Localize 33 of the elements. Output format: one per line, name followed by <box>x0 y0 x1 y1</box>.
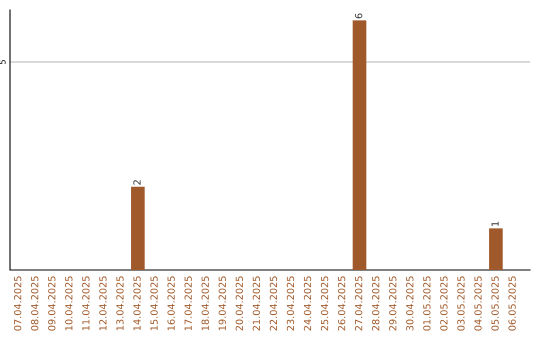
x-tick-label: 14.04.2025 <box>133 276 141 330</box>
x-tick-label: 12.04.2025 <box>99 276 107 330</box>
x-tick-label: 08.04.2025 <box>31 276 38 331</box>
data-label: 1 <box>491 222 499 226</box>
x-tick-label: 15.04.2025 <box>150 276 158 330</box>
x-tick-label: 19.04.2025 <box>218 276 226 330</box>
x-tick-label: 01.05.2025 <box>423 276 431 331</box>
x-tick-label: 25.04.2025 <box>320 276 328 331</box>
x-tick-label: 22.04.2025 <box>270 276 278 331</box>
x-tick-label: 05.05.2025 <box>491 276 499 331</box>
data-label: 2 <box>133 180 141 185</box>
x-tick-label: 07.04.2025 <box>14 276 22 331</box>
x-tick-label: 23.04.2025 <box>286 276 294 331</box>
x-tick-label: 04.05.2025 <box>474 276 482 331</box>
x-tick-label: 18.04.2025 <box>202 276 209 330</box>
x-tick-label: 17.04.2025 <box>184 276 192 330</box>
x-tick-label: 26.04.2025 <box>338 276 346 331</box>
x-tick-label: 11.04.2025 <box>82 276 90 330</box>
x-tick-label: 02.05.2025 <box>440 276 448 331</box>
x-tick-label: 21.04.2025 <box>252 276 260 331</box>
x-tick-label: 28.04.2025 <box>372 276 380 331</box>
x-tick-label: 29.04.2025 <box>389 276 396 331</box>
x-tick-label: 20.04.2025 <box>236 276 243 331</box>
data-label: 6 <box>354 13 362 18</box>
x-tick-label: 10.04.2025 <box>65 276 72 330</box>
x-tick-label: 03.05.2025 <box>457 276 465 331</box>
x-tick-label: 30.04.2025 <box>406 276 414 330</box>
x-tick-label: 16.04.2025 <box>167 276 175 330</box>
x-tick-label: 13.04.2025 <box>116 276 124 330</box>
x-tick-label: 06.05.2025 <box>508 276 516 331</box>
x-tick-label: 24.04.2025 <box>304 276 312 331</box>
x-tick-label: 27.04.2025 <box>354 276 362 331</box>
x-tick-label: 09.04.2025 <box>48 276 56 331</box>
